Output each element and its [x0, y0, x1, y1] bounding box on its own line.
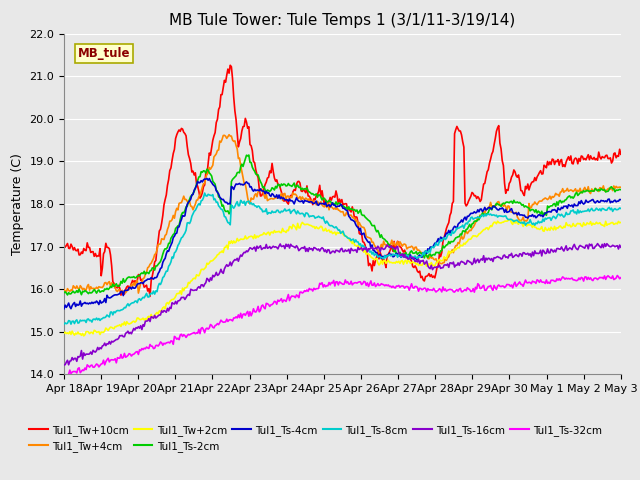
- Tul1_Tw+4cm: [120, 291, 127, 297]
- Tul1_Tw+4cm: [472, 220, 479, 226]
- Tul1_Tw+2cm: [568, 223, 576, 229]
- Line: Tul1_Tw+4cm: Tul1_Tw+4cm: [64, 135, 621, 294]
- Tul1_Ts-2cm: [234, 169, 242, 175]
- Tul1_Ts-8cm: [399, 253, 407, 259]
- Tul1_Ts-2cm: [298, 187, 305, 192]
- Tul1_Ts-16cm: [566, 245, 573, 251]
- Tul1_Tw+2cm: [617, 219, 625, 225]
- Tul1_Ts-8cm: [470, 216, 478, 221]
- Tul1_Ts-2cm: [245, 152, 253, 158]
- Tul1_Tw+2cm: [296, 225, 304, 231]
- Tul1_Ts-2cm: [568, 194, 576, 200]
- Tul1_Ts-32cm: [61, 374, 69, 380]
- Tul1_Ts-4cm: [399, 252, 407, 258]
- Tul1_Ts-32cm: [234, 312, 242, 318]
- Tul1_Ts-8cm: [296, 211, 304, 217]
- Tul1_Tw+10cm: [374, 249, 381, 255]
- Tul1_Ts-16cm: [234, 255, 241, 261]
- Tul1_Ts-8cm: [234, 203, 242, 209]
- Tul1_Ts-4cm: [567, 203, 575, 209]
- Tul1_Ts-16cm: [469, 260, 477, 266]
- Tul1_Ts-2cm: [63, 292, 71, 298]
- Tul1_Ts-32cm: [470, 289, 478, 295]
- Tul1_Ts-2cm: [472, 218, 479, 224]
- Tul1_Ts-32cm: [567, 276, 575, 282]
- Tul1_Ts-16cm: [594, 241, 602, 247]
- Y-axis label: Temperature (C): Temperature (C): [11, 153, 24, 255]
- Tul1_Tw+2cm: [506, 216, 513, 222]
- Tul1_Ts-4cm: [203, 176, 211, 181]
- Tul1_Ts-32cm: [296, 289, 304, 295]
- Tul1_Ts-8cm: [567, 208, 575, 214]
- Tul1_Ts-8cm: [373, 252, 381, 257]
- Tul1_Tw+4cm: [60, 287, 68, 292]
- Tul1_Ts-32cm: [614, 273, 621, 278]
- Title: MB Tule Tower: Tule Temps 1 (3/1/11-3/19/14): MB Tule Tower: Tule Temps 1 (3/1/11-3/19…: [169, 13, 516, 28]
- Tul1_Ts-2cm: [401, 251, 408, 257]
- Tul1_Tw+10cm: [298, 188, 305, 194]
- Line: Tul1_Tw+10cm: Tul1_Tw+10cm: [64, 65, 621, 296]
- Tul1_Tw+4cm: [568, 188, 576, 193]
- Tul1_Tw+10cm: [227, 62, 234, 68]
- Tul1_Tw+4cm: [374, 247, 381, 253]
- Tul1_Tw+10cm: [568, 160, 576, 166]
- Tul1_Tw+2cm: [470, 233, 478, 239]
- Line: Tul1_Ts-4cm: Tul1_Ts-4cm: [64, 179, 621, 309]
- Tul1_Tw+4cm: [298, 197, 305, 203]
- Tul1_Ts-2cm: [374, 228, 381, 233]
- Tul1_Tw+4cm: [236, 155, 243, 161]
- Tul1_Ts-16cm: [295, 248, 303, 253]
- Tul1_Tw+10cm: [401, 247, 408, 253]
- Text: MB_tule: MB_tule: [78, 47, 131, 60]
- Line: Tul1_Ts-2cm: Tul1_Ts-2cm: [64, 155, 621, 295]
- Tul1_Ts-32cm: [373, 282, 381, 288]
- Tul1_Ts-16cm: [399, 251, 406, 257]
- Tul1_Ts-8cm: [201, 190, 209, 196]
- Line: Tul1_Ts-8cm: Tul1_Ts-8cm: [64, 193, 621, 324]
- Tul1_Tw+10cm: [146, 293, 154, 299]
- Tul1_Ts-4cm: [60, 306, 68, 312]
- Tul1_Tw+2cm: [373, 256, 381, 262]
- Line: Tul1_Ts-32cm: Tul1_Ts-32cm: [64, 276, 621, 377]
- Tul1_Ts-16cm: [372, 245, 380, 251]
- Tul1_Ts-16cm: [617, 244, 625, 250]
- Tul1_Tw+2cm: [60, 330, 68, 336]
- Line: Tul1_Ts-16cm: Tul1_Ts-16cm: [64, 244, 621, 365]
- Line: Tul1_Tw+2cm: Tul1_Tw+2cm: [64, 219, 621, 336]
- Tul1_Ts-2cm: [60, 290, 68, 296]
- Tul1_Ts-4cm: [617, 197, 625, 203]
- Tul1_Tw+4cm: [617, 184, 625, 190]
- Tul1_Tw+2cm: [234, 238, 242, 244]
- Tul1_Tw+10cm: [236, 139, 243, 145]
- Tul1_Ts-16cm: [60, 362, 68, 368]
- Tul1_Ts-4cm: [373, 250, 381, 255]
- Tul1_Ts-8cm: [60, 321, 68, 327]
- Tul1_Tw+10cm: [60, 242, 68, 248]
- Tul1_Ts-32cm: [617, 275, 625, 281]
- Tul1_Tw+2cm: [80, 333, 88, 339]
- Tul1_Ts-4cm: [470, 209, 478, 215]
- Tul1_Ts-32cm: [399, 283, 407, 289]
- Tul1_Ts-32cm: [60, 373, 68, 379]
- Tul1_Ts-4cm: [296, 199, 304, 204]
- Tul1_Tw+4cm: [401, 241, 408, 247]
- Tul1_Ts-4cm: [234, 181, 242, 187]
- Tul1_Ts-8cm: [617, 205, 625, 211]
- Tul1_Tw+2cm: [399, 261, 407, 267]
- Tul1_Tw+4cm: [225, 132, 233, 138]
- Tul1_Tw+10cm: [617, 151, 625, 157]
- Tul1_Tw+10cm: [472, 193, 479, 199]
- Legend: Tul1_Tw+10cm, Tul1_Tw+4cm, Tul1_Tw+2cm, Tul1_Ts-2cm, Tul1_Ts-4cm, Tul1_Ts-8cm, T: Tul1_Tw+10cm, Tul1_Tw+4cm, Tul1_Tw+2cm, …: [25, 420, 606, 456]
- Tul1_Ts-2cm: [617, 187, 625, 192]
